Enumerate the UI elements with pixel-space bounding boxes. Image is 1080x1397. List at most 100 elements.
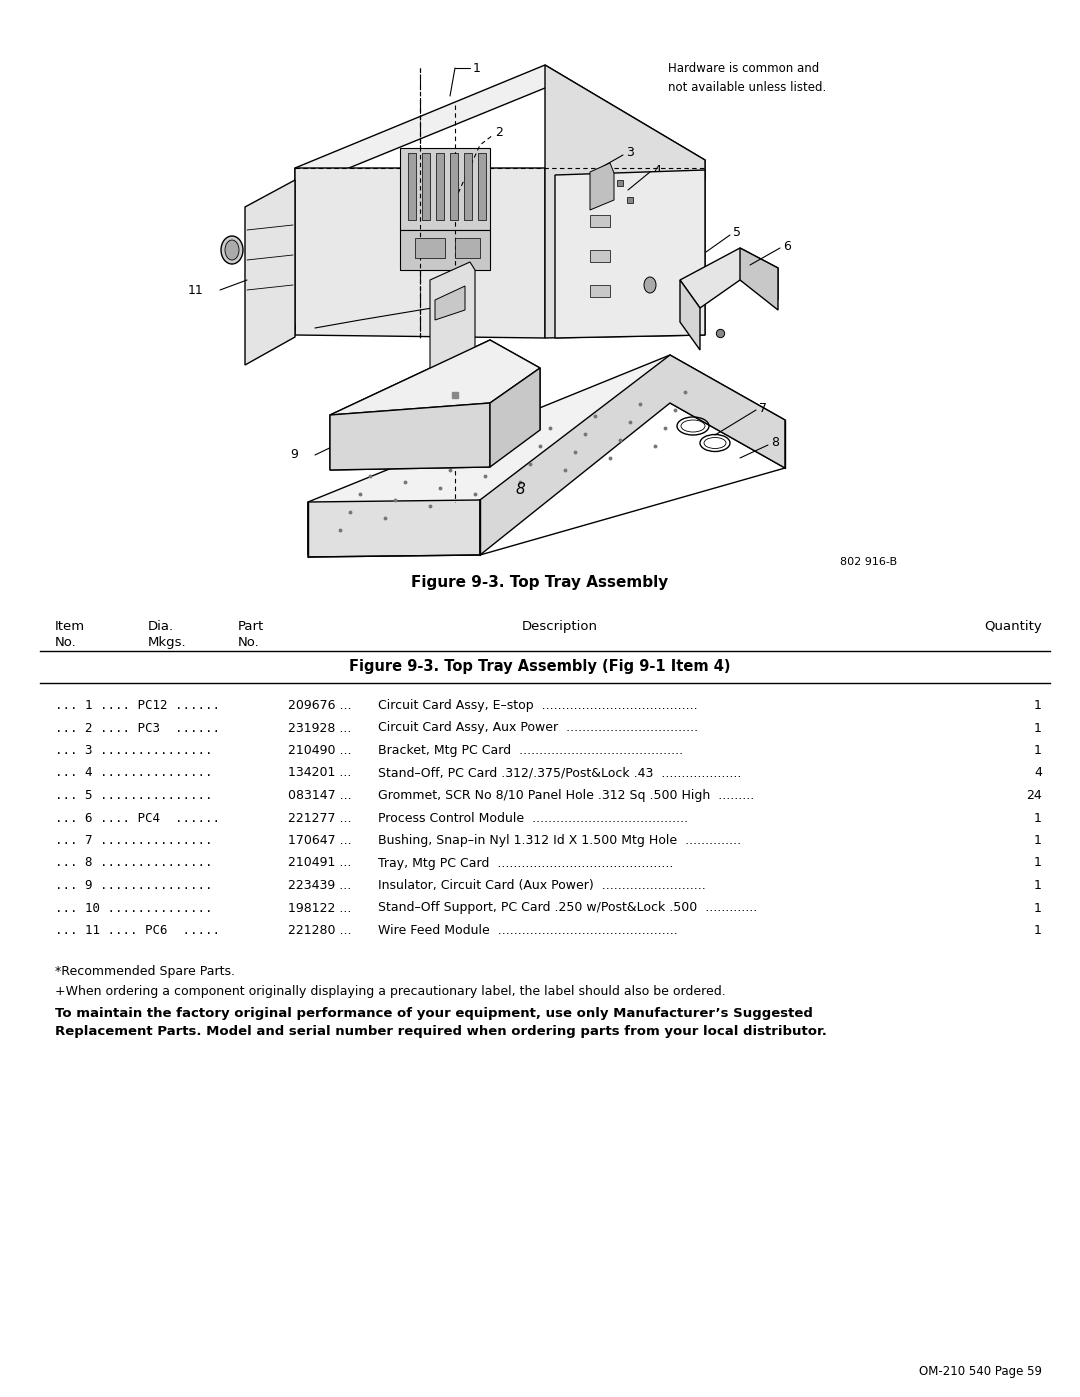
Text: Stand–Off Support, PC Card .250 w/Post&Lock .500  .............: Stand–Off Support, PC Card .250 w/Post&L… xyxy=(378,901,757,915)
Text: 5: 5 xyxy=(733,226,741,239)
Text: Process Control Module  .......................................: Process Control Module .................… xyxy=(378,812,688,824)
Text: 9: 9 xyxy=(291,448,298,461)
Text: 170647 ...: 170647 ... xyxy=(288,834,352,847)
Text: 8: 8 xyxy=(771,436,779,450)
Text: Item
No.: Item No. xyxy=(55,620,85,650)
Polygon shape xyxy=(330,339,540,469)
Polygon shape xyxy=(295,66,705,190)
Text: 1: 1 xyxy=(1035,812,1042,824)
Text: To maintain the factory original performance of your equipment, use only Manufac: To maintain the factory original perform… xyxy=(55,1007,827,1038)
Polygon shape xyxy=(545,66,705,338)
Text: +When ordering a component originally displaying a precautionary label, the labe: +When ordering a component originally di… xyxy=(55,985,726,997)
Polygon shape xyxy=(436,154,444,219)
Polygon shape xyxy=(555,170,705,338)
Text: ... 3 ...............: ... 3 ............... xyxy=(55,745,220,757)
Text: 8: 8 xyxy=(515,482,525,497)
Polygon shape xyxy=(308,500,480,557)
Text: ... 8 ...............: ... 8 ............... xyxy=(55,856,220,869)
Text: 1: 1 xyxy=(1035,745,1042,757)
Text: 223439 ...: 223439 ... xyxy=(288,879,351,893)
Polygon shape xyxy=(422,154,430,219)
Text: Tray, Mtg PC Card  ............................................: Tray, Mtg PC Card ......................… xyxy=(378,856,673,869)
Polygon shape xyxy=(430,263,475,400)
Text: 221277 ...: 221277 ... xyxy=(288,812,351,824)
Text: 10: 10 xyxy=(282,321,298,334)
Text: 1: 1 xyxy=(473,61,481,74)
Text: Figure 9-3. Top Tray Assembly: Figure 9-3. Top Tray Assembly xyxy=(411,576,669,590)
Text: 802 916-B: 802 916-B xyxy=(840,557,897,567)
Text: ... 5 ...............: ... 5 ............... xyxy=(55,789,220,802)
Text: 1: 1 xyxy=(1035,834,1042,847)
Text: ... 10 ..............: ... 10 .............. xyxy=(55,901,220,915)
Polygon shape xyxy=(435,286,465,320)
Polygon shape xyxy=(408,154,416,219)
Text: 7: 7 xyxy=(759,401,767,415)
Polygon shape xyxy=(295,168,545,338)
Polygon shape xyxy=(455,237,480,258)
Polygon shape xyxy=(450,154,458,219)
Text: 134201 ...: 134201 ... xyxy=(288,767,351,780)
Polygon shape xyxy=(590,285,610,298)
Polygon shape xyxy=(415,237,445,258)
Ellipse shape xyxy=(644,277,656,293)
Text: *Recommended Spare Parts.: *Recommended Spare Parts. xyxy=(55,964,235,978)
Text: 2: 2 xyxy=(495,127,503,140)
Text: Hardware is common and
not available unless listed.: Hardware is common and not available unl… xyxy=(669,61,826,94)
Polygon shape xyxy=(740,249,778,310)
Text: Circuit Card Assy, E–stop  .......................................: Circuit Card Assy, E–stop ..............… xyxy=(378,698,698,712)
Polygon shape xyxy=(680,249,778,307)
Text: ... 4 ...............: ... 4 ............... xyxy=(55,767,220,780)
Text: 1: 1 xyxy=(1035,923,1042,937)
Text: ... 7 ...............: ... 7 ............... xyxy=(55,834,220,847)
Text: Wire Feed Module  .............................................: Wire Feed Module .......................… xyxy=(378,923,678,937)
Text: ... 1 .... PC12 ......: ... 1 .... PC12 ...... xyxy=(55,698,220,712)
Text: 198122 ...: 198122 ... xyxy=(288,901,351,915)
Ellipse shape xyxy=(225,240,239,260)
Polygon shape xyxy=(430,380,475,400)
Polygon shape xyxy=(400,148,490,231)
Ellipse shape xyxy=(221,236,243,264)
Polygon shape xyxy=(308,355,785,555)
Text: 210491 ...: 210491 ... xyxy=(288,856,351,869)
Text: 1: 1 xyxy=(1035,856,1042,869)
Polygon shape xyxy=(330,402,490,469)
Text: 6: 6 xyxy=(783,239,791,253)
Polygon shape xyxy=(680,279,700,351)
Text: ... 6 .... PC4  ......: ... 6 .... PC4 ...... xyxy=(55,812,220,824)
Text: 11: 11 xyxy=(187,284,203,296)
Text: ... 2 .... PC3  ......: ... 2 .... PC3 ...... xyxy=(55,721,220,735)
Text: Grommet, SCR No 8/10 Panel Hole .312 Sq .500 High  .........: Grommet, SCR No 8/10 Panel Hole .312 Sq … xyxy=(378,789,754,802)
Polygon shape xyxy=(400,231,490,270)
Text: 231928 ...: 231928 ... xyxy=(288,721,351,735)
Text: 083147 ...: 083147 ... xyxy=(288,789,352,802)
Text: 1: 1 xyxy=(1035,721,1042,735)
Polygon shape xyxy=(464,154,472,219)
Text: 4: 4 xyxy=(1035,767,1042,780)
Polygon shape xyxy=(590,250,610,263)
Text: 210490 ...: 210490 ... xyxy=(288,745,351,757)
Text: OM-210 540 Page 59: OM-210 540 Page 59 xyxy=(919,1365,1042,1377)
Polygon shape xyxy=(245,180,295,365)
Polygon shape xyxy=(478,154,486,219)
Text: 4: 4 xyxy=(653,163,661,176)
Polygon shape xyxy=(590,215,610,226)
Text: Figure 9-3. Top Tray Assembly (Fig 9-1 Item 4): Figure 9-3. Top Tray Assembly (Fig 9-1 I… xyxy=(349,659,731,673)
Polygon shape xyxy=(590,163,615,210)
Text: 1: 1 xyxy=(1035,879,1042,893)
Text: 221280 ...: 221280 ... xyxy=(288,923,351,937)
Text: Dia.
Mkgs.: Dia. Mkgs. xyxy=(148,620,187,650)
Text: 1: 1 xyxy=(1035,901,1042,915)
Text: Bracket, Mtg PC Card  .........................................: Bracket, Mtg PC Card ...................… xyxy=(378,745,684,757)
Polygon shape xyxy=(330,339,540,415)
Text: 3: 3 xyxy=(626,147,634,159)
Text: Insulator, Circuit Card (Aux Power)  ..........................: Insulator, Circuit Card (Aux Power) ....… xyxy=(378,879,705,893)
Text: Description: Description xyxy=(522,620,598,633)
Text: 24: 24 xyxy=(1026,789,1042,802)
Text: Part
No.: Part No. xyxy=(238,620,265,650)
Text: Circuit Card Assy, Aux Power  .................................: Circuit Card Assy, Aux Power ...........… xyxy=(378,721,698,735)
Text: ... 11 .... PC6  .....: ... 11 .... PC6 ..... xyxy=(55,923,220,937)
Text: Stand–Off, PC Card .312/.375/Post&Lock .43  ....................: Stand–Off, PC Card .312/.375/Post&Lock .… xyxy=(378,767,741,780)
Polygon shape xyxy=(480,355,785,555)
Polygon shape xyxy=(490,367,540,467)
Text: ... 9 ...............: ... 9 ............... xyxy=(55,879,220,893)
